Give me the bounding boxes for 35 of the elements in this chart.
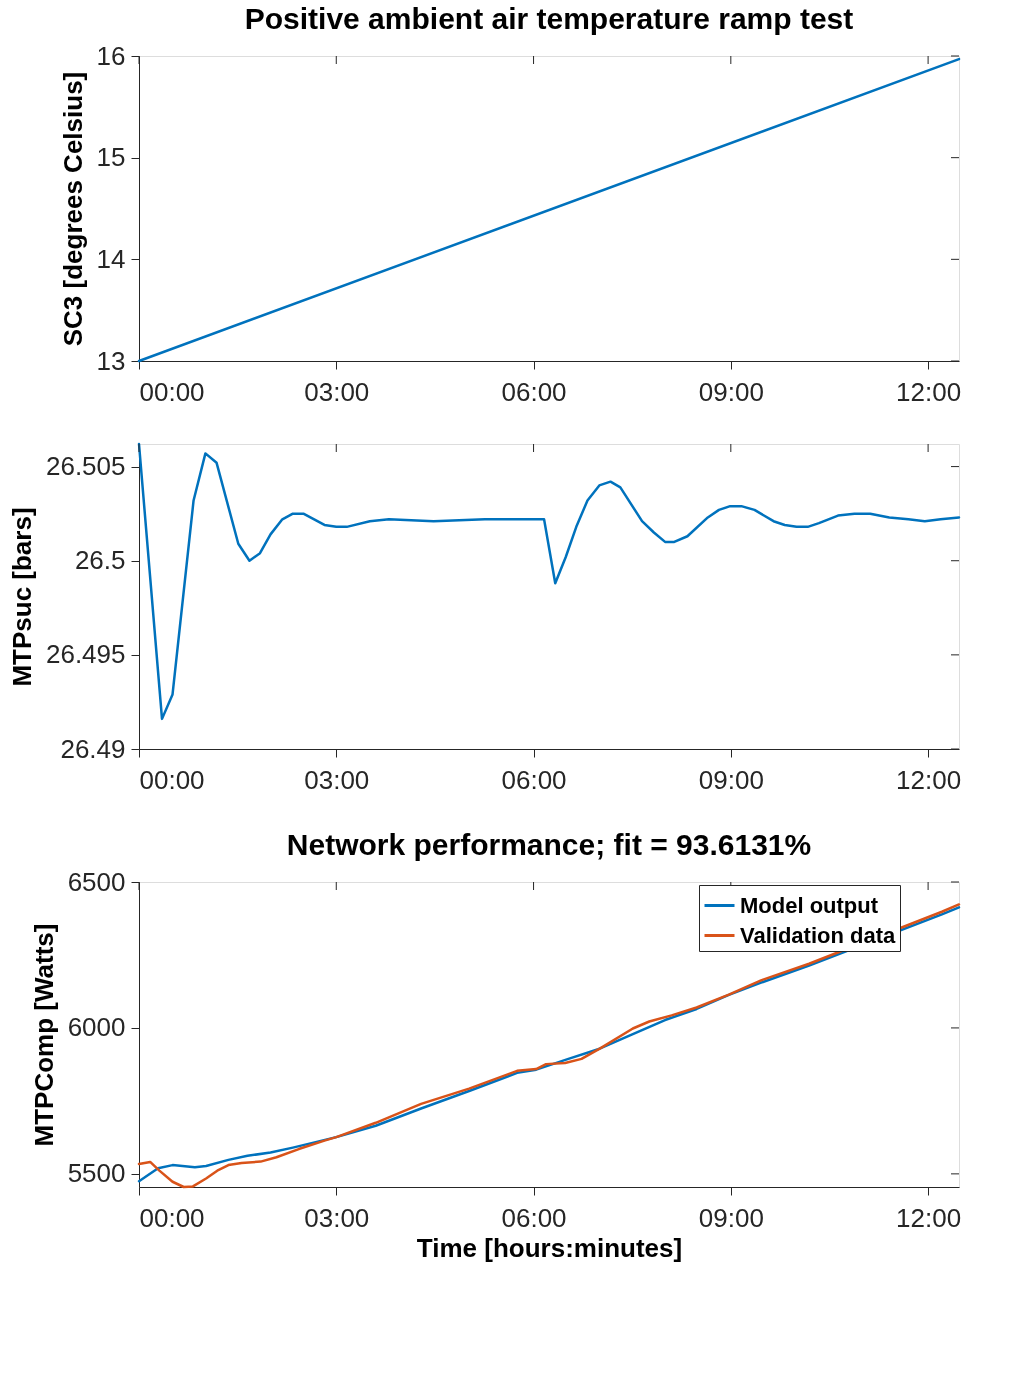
x-axis-title: Time [hours:minutes]	[416, 1232, 683, 1263]
y-tick-label: 26.505	[45, 451, 126, 482]
x-tick-label: 06:00	[501, 1202, 567, 1233]
y-tick-label: 16	[96, 40, 126, 71]
y-axis-title: MTPsuc [bars]	[6, 507, 37, 687]
x-tick-label: 09:00	[698, 1202, 764, 1233]
x-tick-label: 12:00	[896, 1202, 962, 1233]
x-tick-label: 00:00	[139, 1202, 205, 1233]
y-axis-title: MTPComp [Watts]	[28, 923, 59, 1147]
chart-title: Network performance; fit = 93.6131%	[286, 828, 812, 861]
chart-title: Positive ambient air temperature ramp test	[244, 2, 854, 35]
y-tick-label: 15	[96, 142, 126, 173]
x-tick-label: 09:00	[698, 376, 764, 407]
y-tick-label: 26.495	[45, 639, 126, 670]
x-tick-label: 03:00	[304, 764, 370, 795]
x-tick-label: 00:00	[139, 764, 205, 795]
y-tick-label: 26.49	[60, 733, 126, 764]
y-tick-label: 5500	[67, 1158, 126, 1189]
y-tick-label: 26.5	[74, 545, 126, 576]
x-tick-label: 00:00	[139, 376, 205, 407]
legend-label: Validation data	[740, 922, 897, 948]
x-tick-label: 12:00	[896, 764, 962, 795]
y-tick-label: 13	[96, 345, 126, 376]
x-tick-label: 03:00	[304, 376, 370, 407]
x-tick-label: 06:00	[501, 376, 567, 407]
x-tick-label: 09:00	[698, 764, 764, 795]
y-tick-label: 6000	[67, 1012, 126, 1043]
y-tick-label: 14	[96, 243, 126, 274]
y-tick-label: 6500	[67, 866, 126, 897]
x-tick-label: 12:00	[896, 376, 962, 407]
x-tick-label: 03:00	[304, 1202, 370, 1233]
x-tick-label: 06:00	[501, 764, 567, 795]
y-axis-title: SC3 [degrees Celsius]	[57, 71, 88, 347]
legend-label: Model output	[740, 892, 879, 918]
line-series	[137, 442, 961, 721]
